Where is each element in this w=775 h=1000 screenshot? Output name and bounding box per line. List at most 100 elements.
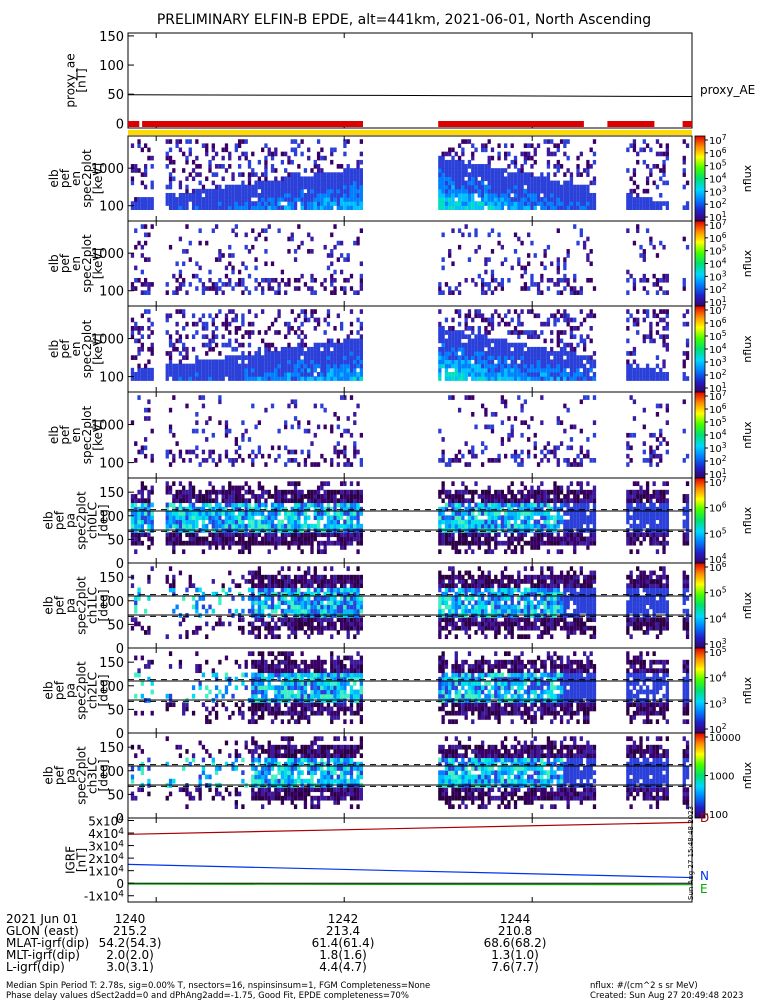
- spectrogram-cell: [461, 172, 465, 177]
- spectrogram-cell: [497, 359, 501, 365]
- spectrogram-cell: [457, 282, 462, 287]
- pa-cell: [247, 523, 252, 529]
- pa-cell: [300, 502, 304, 508]
- spectrogram-cell: [231, 346, 235, 352]
- pa-cell: [655, 511, 660, 516]
- spectrogram-cell: [307, 192, 311, 198]
- spectrogram-cell: [137, 351, 141, 356]
- spectrogram-cell: [323, 424, 327, 430]
- pa-cell: [533, 540, 537, 546]
- spectrogram-cell: [682, 155, 686, 161]
- spectrogram-cell: [569, 367, 574, 373]
- spectrogram-cell: [208, 359, 212, 365]
- ztick-label: 105: [709, 244, 727, 258]
- pa-cell: [464, 511, 468, 516]
- spectrogram-cell: [330, 184, 334, 190]
- spectrogram-cell: [130, 325, 135, 331]
- pa-cell: [251, 494, 255, 499]
- spectrogram-cell: [198, 188, 202, 194]
- spectrogram-cell: [251, 330, 255, 335]
- pa-cell: [563, 519, 567, 525]
- spectrogram-cell: [569, 286, 574, 291]
- spectrogram-cell: [336, 372, 340, 377]
- spectrogram-cell: [349, 367, 354, 373]
- spectrogram-cell: [333, 147, 337, 153]
- spectrogram-cell: [566, 277, 570, 283]
- spectrogram-cell: [356, 363, 360, 369]
- spectrogram-cell: [280, 363, 285, 369]
- spectrogram-cell: [652, 449, 656, 455]
- pa-cell: [188, 506, 192, 512]
- pa-cell: [553, 540, 557, 546]
- pa-cell: [659, 511, 663, 516]
- spectrogram-cell: [237, 363, 242, 369]
- pa-cell: [530, 523, 534, 529]
- pa-cell: [586, 498, 590, 504]
- spectrogram-cell: [349, 176, 354, 182]
- spectrogram-cell: [504, 188, 508, 194]
- pa-cell: [559, 536, 564, 542]
- spectrogram-cell: [586, 355, 590, 360]
- pa-cell: [444, 532, 449, 538]
- pa-cell: [576, 511, 580, 516]
- pa-cell: [267, 532, 271, 538]
- spectrogram-cell: [244, 367, 248, 373]
- pa-cell: [277, 498, 281, 504]
- pa-cell: [490, 523, 495, 529]
- spectrogram-cell: [527, 205, 531, 210]
- pa-cell: [188, 481, 192, 487]
- spectrogram-cell: [586, 257, 590, 262]
- pa-cell: [218, 523, 222, 529]
- spectrogram-cell: [198, 240, 202, 246]
- pa-cell: [134, 540, 138, 546]
- pa-cell: [487, 489, 491, 495]
- ylabel-line: [keV]: [91, 248, 105, 279]
- spectrogram-cell: [504, 192, 508, 198]
- spectrogram-cell: [346, 257, 350, 262]
- spectrogram-cell: [293, 317, 298, 323]
- spectrogram-cell: [234, 147, 238, 153]
- spectrogram-cell: [497, 172, 501, 177]
- spectrogram-cell: [270, 367, 275, 373]
- pa-cell: [290, 489, 294, 495]
- pa-cell: [356, 519, 360, 525]
- spectrogram-cell: [632, 282, 637, 287]
- spectrogram-cell: [264, 184, 268, 190]
- spectrogram-cell: [254, 192, 258, 198]
- spectrogram-cell: [586, 253, 590, 258]
- pa-cell: [231, 523, 235, 529]
- spectrogram-cell: [195, 188, 199, 194]
- spectrogram-cell: [293, 147, 298, 153]
- spectrogram-cell: [349, 363, 354, 369]
- pa-cell: [316, 523, 321, 529]
- pa-cell: [556, 485, 560, 491]
- pa-cell: [191, 494, 196, 499]
- spectrogram-cell: [336, 351, 340, 356]
- pa-cell: [484, 498, 488, 504]
- spectrogram-cell: [267, 342, 271, 348]
- pa-cell: [533, 498, 537, 504]
- pa-cell: [254, 519, 258, 525]
- spectrogram-cell: [438, 180, 442, 186]
- pa-cell: [513, 502, 518, 508]
- pa-cell: [313, 536, 317, 542]
- spectrogram-cell: [510, 172, 514, 177]
- pa-cell: [490, 536, 495, 542]
- pa-cell: [461, 515, 465, 521]
- spectrogram-cell: [284, 205, 288, 210]
- spectrogram-cell: [178, 359, 183, 365]
- pa-cell: [441, 540, 445, 546]
- spectrogram-cell: [267, 205, 271, 210]
- pa-cell: [172, 545, 176, 550]
- spectrogram-cell: [349, 351, 354, 356]
- spectrogram-cell: [198, 228, 202, 234]
- spectrogram-cell: [168, 342, 173, 348]
- spectrogram-cell: [527, 359, 531, 365]
- pa-cell: [270, 494, 275, 499]
- spectrogram-cell: [218, 395, 222, 400]
- pa-cell: [290, 494, 294, 499]
- ztick-label: 101: [709, 381, 727, 395]
- pa-cell: [150, 502, 154, 508]
- spectrogram-cell: [682, 313, 686, 319]
- pa-cell: [339, 536, 344, 542]
